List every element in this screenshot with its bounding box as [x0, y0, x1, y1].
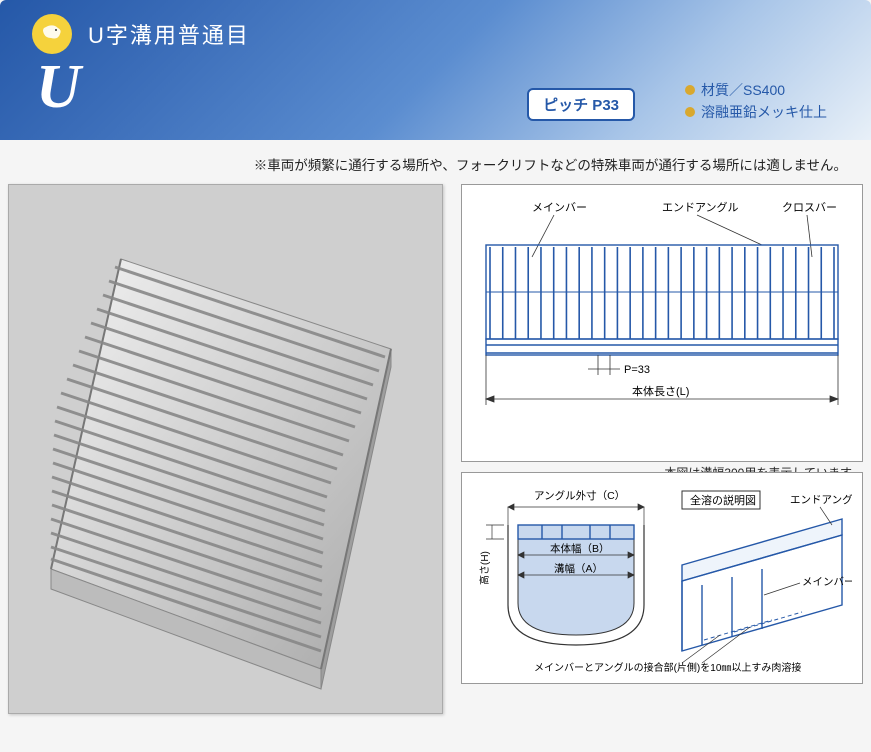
- logo-icon: [32, 14, 72, 54]
- label-end-angle: エンドアングル: [662, 200, 739, 214]
- label-angle-outer: アングル外寸（C）: [534, 489, 625, 502]
- caution-note: ※車両が頻繁に通行する場所や、フォークリフトなどの特殊車両が通行する場所には適し…: [0, 140, 871, 184]
- bottom-diagram: アングル外寸（C）: [461, 472, 863, 684]
- header-band: U字溝用普通目 U ピッチ P33 材質／SS400 溶融亜鉛メッキ仕上: [0, 0, 871, 140]
- pitch-badge: ピッチ P33: [527, 88, 635, 121]
- label-cross-bar: クロスバー: [782, 201, 837, 214]
- label-main-bar: メインバー: [532, 201, 587, 214]
- material-item: 材質／SS400: [685, 80, 827, 100]
- series-letter: U: [36, 52, 81, 123]
- bullet-icon: [685, 107, 695, 117]
- label-pitch: P=33: [624, 364, 650, 376]
- right-column: メインバー エンドアングル クロスバー: [461, 184, 863, 714]
- label-main-bar-iso: メインバー: [802, 576, 852, 588]
- label-groove-width: 溝幅（A）: [554, 562, 603, 575]
- label-height: 高さ(H): [478, 551, 491, 585]
- page-title: U字溝用普通目: [88, 18, 250, 50]
- label-footnote: メインバーとアングルの接合部(片側)を10㎜以上すみ肉溶接: [534, 661, 801, 674]
- top-diagram: メインバー エンドアングル クロスバー: [461, 184, 863, 462]
- material-list: 材質／SS400 溶融亜鉛メッキ仕上: [685, 80, 827, 124]
- boxed-title: 全溶の説明図: [690, 493, 756, 507]
- header-top-row: U字溝用普通目: [0, 0, 871, 54]
- material-item: 溶融亜鉛メッキ仕上: [685, 102, 827, 122]
- material-text: 溶融亜鉛メッキ仕上: [701, 102, 827, 122]
- content-row: メインバー エンドアングル クロスバー: [0, 184, 871, 714]
- label-length: 本体長さ(L): [632, 384, 689, 398]
- material-text: 材質／SS400: [701, 80, 785, 100]
- label-body-width: 本体幅（B）: [550, 542, 610, 555]
- bullet-icon: [685, 85, 695, 95]
- product-photo: [8, 184, 443, 714]
- label-end-angle-iso: エンドアングル: [790, 493, 852, 506]
